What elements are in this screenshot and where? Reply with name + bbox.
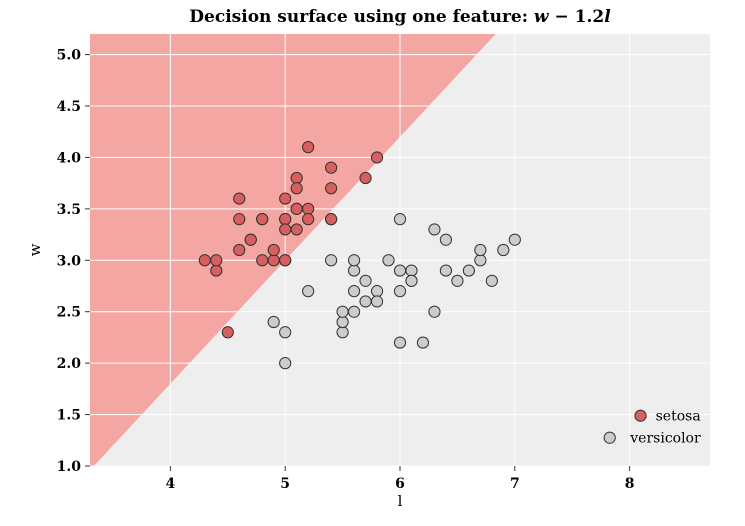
x-tick-label: 7 [510,476,520,492]
y-tick-label: 2.0 [57,356,82,372]
y-tick-label: 1.0 [57,459,82,475]
point-versicolor [280,327,291,338]
point-versicolor [360,275,371,286]
point-versicolor [394,214,405,225]
legend-label: versicolor [629,431,701,447]
point-versicolor [337,316,348,327]
y-tick-label: 5.0 [57,48,82,64]
y-tick-label: 4.0 [57,150,82,166]
point-versicolor [383,255,394,266]
point-versicolor [337,306,348,317]
point-setosa [326,162,337,173]
y-tick-label: 3.0 [57,253,82,269]
point-setosa [211,255,222,266]
point-versicolor [337,327,348,338]
point-setosa [257,214,268,225]
point-setosa [291,183,302,194]
y-tick-label: 4.5 [57,99,81,115]
point-setosa [280,255,291,266]
point-setosa [268,244,279,255]
point-versicolor [348,265,359,276]
point-setosa [234,193,245,204]
y-axis-label: w [26,243,44,256]
x-tick-label: 8 [625,476,635,492]
x-tick-label: 5 [280,476,290,492]
point-setosa [234,214,245,225]
point-setosa [326,183,337,194]
point-setosa [280,214,291,225]
point-setosa [291,172,302,183]
point-versicolor [440,265,451,276]
point-versicolor [371,286,382,297]
point-versicolor [326,255,337,266]
point-setosa [303,214,314,225]
point-setosa [211,265,222,276]
point-versicolor [429,306,440,317]
point-setosa [371,152,382,163]
point-versicolor [348,255,359,266]
x-tick-label: 4 [165,476,175,492]
point-versicolor [498,244,509,255]
point-setosa [280,193,291,204]
legend-marker [604,432,615,443]
point-setosa [245,234,256,245]
point-versicolor [280,358,291,369]
point-versicolor [406,265,417,276]
point-versicolor [394,286,405,297]
point-versicolor [394,265,405,276]
legend-marker [635,410,646,421]
point-versicolor [406,275,417,286]
chart-title: Decision surface using one feature: w − … [189,7,611,27]
x-tick-label: 6 [395,476,405,492]
point-setosa [199,255,210,266]
point-versicolor [475,244,486,255]
y-tick-label: 1.5 [57,408,81,424]
y-tick-label: 2.5 [57,305,81,321]
point-setosa [326,214,337,225]
point-versicolor [452,275,463,286]
scatter-chart: 4 5 6 7 8 1.0 1.5 2.0 2.5 3.0 3.5 4.0 4.5 5.0 l w Decisi… [0,0,745,526]
point-setosa [257,255,268,266]
chart-container: 4 5 6 7 8 1.0 1.5 2.0 2.5 3.0 3.5 4.0 4.5 5.0 l w Decisi… [0,0,745,526]
x-axis-label: l [398,492,403,510]
point-versicolor [268,316,279,327]
point-setosa [234,244,245,255]
point-versicolor [509,234,520,245]
point-setosa [268,255,279,266]
point-setosa [222,327,233,338]
point-setosa [360,172,371,183]
point-versicolor [475,255,486,266]
point-versicolor [348,306,359,317]
point-versicolor [348,286,359,297]
point-versicolor [429,224,440,235]
point-versicolor [303,286,314,297]
point-versicolor [371,296,382,307]
point-versicolor [360,296,371,307]
point-versicolor [417,337,428,348]
point-versicolor [394,337,405,348]
point-versicolor [463,265,474,276]
point-setosa [291,203,302,214]
point-setosa [291,224,302,235]
point-versicolor [440,234,451,245]
point-setosa [303,203,314,214]
y-tick-label: 3.5 [57,202,81,218]
point-versicolor [486,275,497,286]
legend-label: setosa [656,409,701,425]
point-setosa [280,224,291,235]
point-setosa [303,142,314,153]
